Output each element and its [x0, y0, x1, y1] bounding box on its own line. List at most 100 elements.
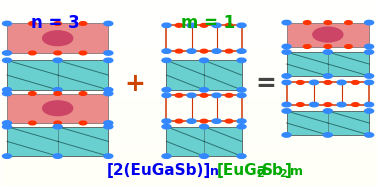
Circle shape	[3, 88, 11, 92]
Circle shape	[162, 23, 171, 27]
Text: m = 1: m = 1	[181, 14, 236, 32]
Circle shape	[104, 91, 113, 96]
Circle shape	[104, 154, 113, 158]
Circle shape	[324, 45, 332, 48]
Circle shape	[54, 121, 61, 125]
Circle shape	[187, 93, 196, 98]
Circle shape	[237, 49, 246, 53]
Circle shape	[104, 125, 113, 129]
Circle shape	[310, 102, 319, 107]
Circle shape	[324, 21, 332, 24]
Circle shape	[54, 51, 61, 55]
FancyBboxPatch shape	[7, 24, 108, 53]
Circle shape	[187, 23, 196, 27]
Circle shape	[297, 103, 304, 106]
Circle shape	[53, 88, 62, 92]
Circle shape	[175, 24, 183, 27]
Circle shape	[324, 103, 332, 106]
Circle shape	[225, 94, 233, 97]
Circle shape	[352, 103, 359, 106]
Circle shape	[225, 49, 233, 53]
Circle shape	[29, 92, 36, 95]
Circle shape	[282, 80, 291, 85]
Circle shape	[323, 50, 332, 54]
Circle shape	[43, 31, 73, 46]
FancyBboxPatch shape	[166, 60, 242, 90]
Circle shape	[352, 81, 359, 84]
Text: n: n	[210, 165, 218, 178]
Circle shape	[212, 49, 221, 53]
Circle shape	[282, 44, 291, 49]
Circle shape	[282, 74, 291, 78]
Circle shape	[54, 22, 61, 25]
Text: 2: 2	[279, 169, 287, 179]
FancyBboxPatch shape	[287, 111, 369, 135]
FancyBboxPatch shape	[287, 23, 369, 47]
Circle shape	[282, 50, 291, 54]
Circle shape	[304, 21, 311, 24]
Circle shape	[3, 121, 11, 125]
Circle shape	[237, 23, 246, 27]
Circle shape	[323, 74, 332, 78]
Circle shape	[212, 119, 221, 123]
Circle shape	[282, 102, 291, 107]
Circle shape	[162, 93, 171, 98]
Circle shape	[323, 133, 332, 137]
FancyBboxPatch shape	[7, 60, 108, 90]
Circle shape	[365, 80, 373, 85]
Circle shape	[79, 51, 87, 55]
Circle shape	[313, 27, 343, 42]
Circle shape	[29, 22, 36, 25]
Circle shape	[212, 93, 221, 98]
Circle shape	[365, 109, 373, 113]
Circle shape	[310, 80, 319, 85]
Circle shape	[187, 49, 196, 53]
Circle shape	[53, 58, 62, 62]
Circle shape	[237, 154, 246, 158]
Circle shape	[3, 91, 11, 96]
Circle shape	[162, 154, 171, 158]
Circle shape	[3, 21, 11, 26]
Circle shape	[3, 154, 11, 158]
Circle shape	[3, 51, 11, 55]
Circle shape	[212, 23, 221, 27]
Text: Sb: Sb	[262, 163, 284, 178]
Circle shape	[200, 154, 209, 158]
Circle shape	[187, 119, 196, 123]
Circle shape	[337, 102, 346, 107]
Circle shape	[200, 24, 208, 27]
Circle shape	[175, 94, 183, 97]
Circle shape	[365, 44, 373, 49]
Circle shape	[200, 58, 209, 62]
Circle shape	[237, 93, 246, 98]
FancyBboxPatch shape	[7, 127, 108, 156]
Circle shape	[297, 81, 304, 84]
Circle shape	[79, 22, 87, 25]
Text: [2(EuGaSb)]: [2(EuGaSb)]	[107, 163, 211, 178]
Circle shape	[225, 24, 233, 27]
FancyBboxPatch shape	[166, 127, 242, 156]
Circle shape	[43, 101, 73, 116]
Text: n = 3: n = 3	[31, 14, 80, 32]
FancyBboxPatch shape	[7, 94, 108, 123]
Circle shape	[282, 133, 291, 137]
Circle shape	[304, 45, 311, 48]
Circle shape	[200, 125, 209, 129]
Text: ]: ]	[285, 163, 291, 178]
Circle shape	[345, 45, 352, 48]
Circle shape	[345, 21, 352, 24]
Circle shape	[200, 49, 208, 53]
Circle shape	[104, 51, 113, 55]
Circle shape	[324, 81, 332, 84]
Circle shape	[104, 58, 113, 62]
Circle shape	[237, 58, 246, 62]
Text: m: m	[290, 165, 303, 178]
Circle shape	[282, 109, 291, 113]
Circle shape	[365, 50, 373, 54]
Circle shape	[162, 88, 171, 92]
Circle shape	[79, 92, 87, 95]
Text: +: +	[124, 72, 145, 96]
Circle shape	[29, 51, 36, 55]
Circle shape	[162, 119, 171, 123]
FancyBboxPatch shape	[287, 52, 369, 76]
